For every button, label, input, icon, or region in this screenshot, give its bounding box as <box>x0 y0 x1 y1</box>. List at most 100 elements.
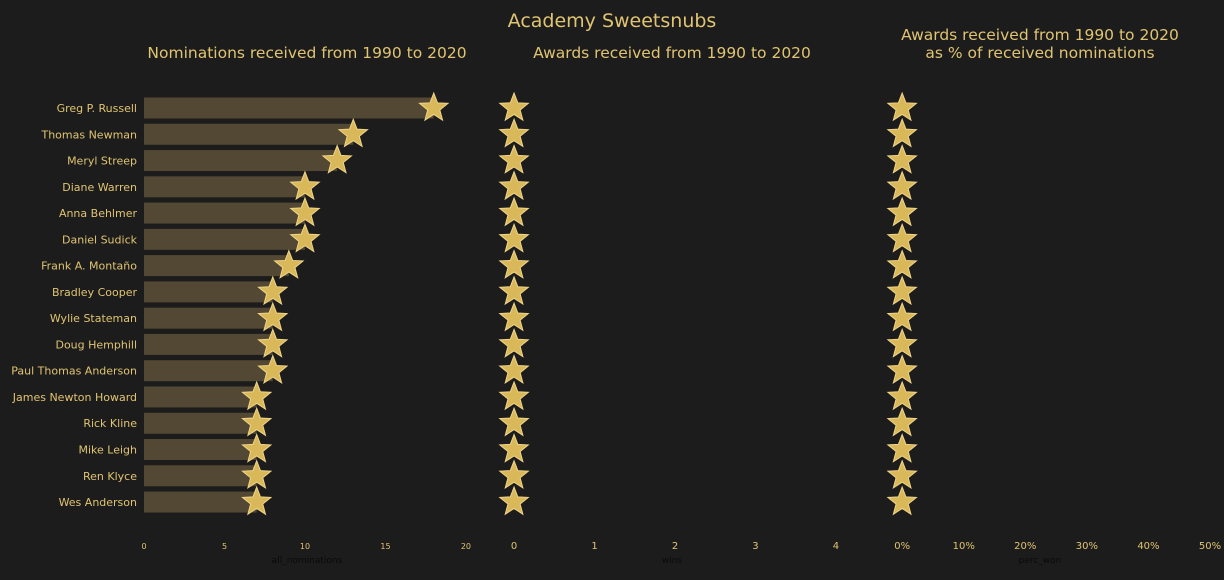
x-tick-label: 1 <box>591 541 597 552</box>
x-tick-label: 15 <box>380 542 390 551</box>
category-label: Frank A. Montaño <box>41 260 137 273</box>
category-label: Rick Kline <box>83 417 137 430</box>
category-label: Anna Behlmer <box>59 207 138 220</box>
x-tick-label: 2 <box>672 541 678 552</box>
bar <box>144 123 354 145</box>
star-marker <box>498 406 530 437</box>
category-label: Daniel Sudick <box>62 233 138 246</box>
bar <box>144 255 289 277</box>
x-axis-label: wins <box>662 556 683 566</box>
star-marker <box>886 459 918 490</box>
bar <box>144 465 257 487</box>
star-marker <box>886 144 918 174</box>
star-marker <box>886 91 918 122</box>
star-marker <box>886 328 918 358</box>
star-marker <box>498 328 530 358</box>
bar <box>144 97 434 119</box>
category-label: Doug Hemphill <box>55 338 137 351</box>
category-label: Mike Leigh <box>78 444 137 457</box>
star-marker <box>241 485 273 516</box>
x-tick-label: 0 <box>511 541 517 552</box>
star-marker <box>289 196 321 227</box>
star-marker <box>498 117 530 148</box>
panel-title: Nominations received from 1990 to 2020 <box>147 44 466 62</box>
x-axis-label: perc_won <box>1019 556 1062 566</box>
star-marker <box>498 91 530 122</box>
star-marker <box>241 433 273 463</box>
bar <box>144 386 257 408</box>
category-label: Meryl Streep <box>67 155 137 168</box>
category-label: Wes Anderson <box>59 496 137 509</box>
x-tick-label: 5 <box>222 542 227 551</box>
star-marker <box>498 275 530 306</box>
bar <box>144 228 305 250</box>
star-marker <box>886 249 918 279</box>
star-marker <box>886 222 918 253</box>
x-axis-label: all_nominations <box>272 556 343 566</box>
bar <box>144 150 338 172</box>
bar <box>144 281 273 303</box>
bar <box>144 491 257 513</box>
star-marker <box>337 117 369 148</box>
star-marker <box>498 170 530 201</box>
bar <box>144 412 257 434</box>
x-tick-label: 0% <box>894 541 910 552</box>
star-marker <box>498 459 530 490</box>
category-label: Diane Warren <box>62 181 137 194</box>
bar <box>144 333 273 355</box>
star-marker <box>886 433 918 463</box>
bar <box>144 439 257 461</box>
category-label: Thomas Newman <box>40 128 137 141</box>
star-marker <box>886 117 918 148</box>
star-marker <box>289 170 321 201</box>
star-marker <box>886 485 918 516</box>
x-tick-label: 40% <box>1137 541 1159 552</box>
category-label: Bradley Cooper <box>52 286 138 299</box>
panel-title-line-2: as % of received nominations <box>925 44 1154 62</box>
category-label: Greg P. Russell <box>57 102 137 115</box>
category-label: James Newton Howard <box>12 391 137 404</box>
star-marker <box>498 249 530 279</box>
star-marker <box>886 380 918 411</box>
panel-title-line-1: Awards received from 1990 to 2020 <box>901 26 1179 44</box>
star-marker <box>241 459 273 490</box>
star-marker <box>886 406 918 437</box>
star-marker <box>498 144 530 174</box>
star-marker <box>498 301 530 332</box>
panel-title: Awards received from 1990 to 2020 <box>533 44 811 62</box>
star-marker <box>498 222 530 253</box>
x-tick-label: 30% <box>1076 541 1098 552</box>
star-marker <box>498 433 530 463</box>
star-marker <box>257 328 289 358</box>
x-tick-label: 3 <box>752 541 758 552</box>
x-tick-label: 50% <box>1199 541 1221 552</box>
bar <box>144 307 273 329</box>
bar <box>144 202 305 224</box>
star-marker <box>498 354 530 384</box>
panel-1: Nominations received from 1990 to 2020 0 5… <box>11 44 471 566</box>
bar <box>144 176 305 198</box>
star-marker <box>289 222 321 253</box>
panel-2: Awards received from 1990 to 2020 0 1 2 3 4 wi… <box>498 44 839 566</box>
category-label: Wylie Stateman <box>50 312 137 325</box>
star-marker <box>886 275 918 306</box>
star-marker <box>886 354 918 384</box>
star-marker <box>886 196 918 227</box>
category-label: Paul Thomas Anderson <box>11 365 137 378</box>
x-tick-label: 4 <box>833 541 839 552</box>
star-marker <box>886 301 918 332</box>
figure-title: Academy Sweetsnubs <box>508 10 717 32</box>
star-marker <box>257 275 289 306</box>
x-tick-label: 20 <box>461 542 471 551</box>
star-marker <box>498 380 530 411</box>
star-marker <box>257 354 289 384</box>
star-marker <box>498 485 530 516</box>
star-marker <box>241 380 273 411</box>
category-label: Ren Klyce <box>83 470 137 483</box>
bar <box>144 360 273 382</box>
star-marker <box>321 144 353 174</box>
star-marker <box>418 91 450 122</box>
